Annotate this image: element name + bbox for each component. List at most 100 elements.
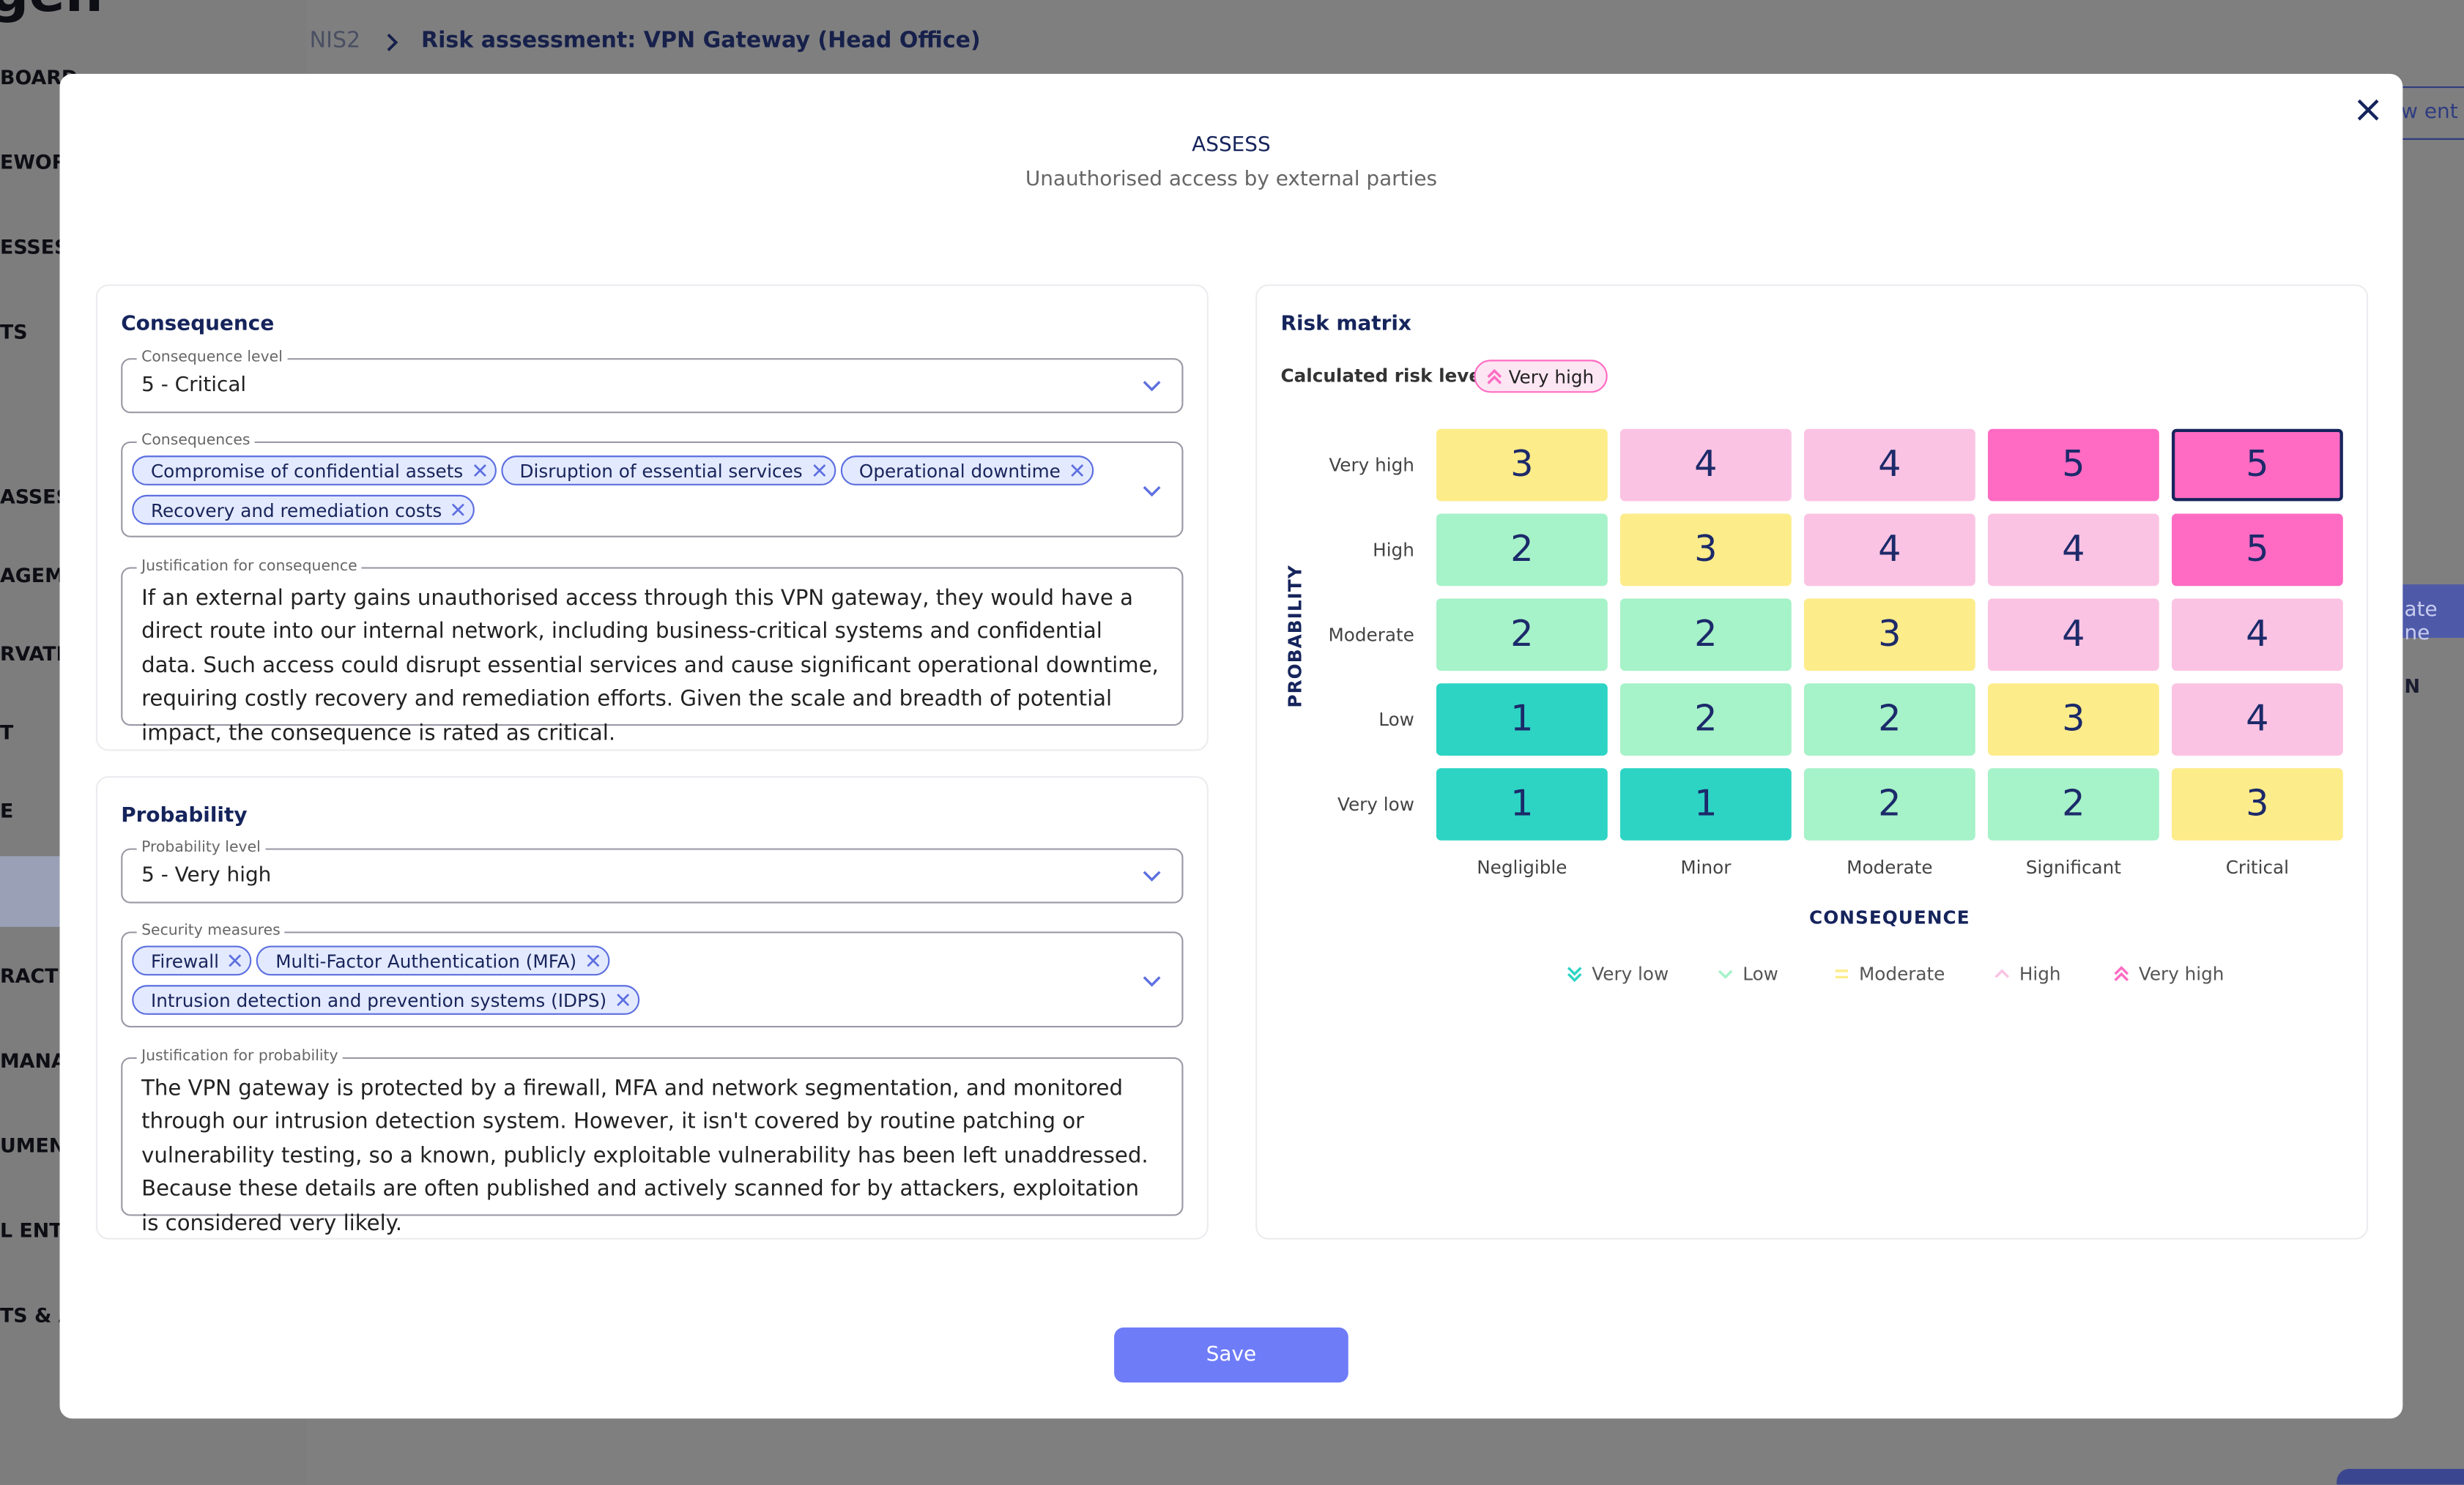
matrix-cell[interactable]: 5 — [2171, 513, 2343, 587]
legend-item: Very low — [1565, 963, 1669, 985]
matrix-cell[interactable]: 3 — [1619, 513, 1792, 587]
risk-level-text: Very high — [1508, 365, 1595, 387]
section-heading: Probability — [121, 804, 248, 828]
legend-label: Low — [1743, 963, 1778, 986]
matrix-cell[interactable]: 4 — [1803, 513, 1975, 587]
multi-select-field[interactable]: Security measures Firewall Multi-Factor Au… — [121, 922, 1184, 1028]
matrix-cell[interactable]: 3 — [1803, 598, 1975, 671]
breadcrumb-current: Risk assessment: VPN Gateway (Head Offic… — [420, 28, 981, 53]
chip[interactable]: Intrusion detection and prevention syste… — [132, 985, 640, 1015]
legend-item: High — [1992, 963, 2061, 986]
chip-label: Firewall — [150, 949, 220, 972]
chip[interactable]: Disruption of essential services — [500, 455, 836, 485]
legend-label: High — [2019, 963, 2061, 986]
matrix-cell[interactable]: 2 — [1803, 683, 1975, 756]
row-label: High — [1373, 538, 1414, 561]
chip-label: Intrusion detection and prevention syste… — [150, 989, 607, 1011]
select-field[interactable]: Consequence level 5 - Critical — [121, 349, 1184, 414]
field-label: Consequence level — [136, 349, 288, 368]
y-axis-title: PROBABILITY — [1283, 565, 1306, 708]
matrix-cell[interactable]: 2 — [1436, 513, 1608, 587]
matrix-cell[interactable]: 1 — [1436, 768, 1608, 841]
chip[interactable]: Compromise of confidential assets — [132, 455, 497, 485]
sidebar-item[interactable]: ESSES — [0, 234, 69, 258]
multi-select-field[interactable]: Consequences Compromise of confidential a… — [121, 431, 1184, 537]
chip-label: Compromise of confidential assets — [150, 459, 464, 482]
sidebar-item[interactable]: RVATI — [0, 641, 64, 666]
sidebar-item[interactable]: E — [0, 798, 14, 823]
field-label: Security measures — [136, 922, 286, 942]
legend-label: Very low — [1592, 963, 1669, 986]
sidebar-active-row — [0, 856, 60, 927]
matrix-cell[interactable]: 2 — [1619, 683, 1792, 756]
matrix-cell[interactable]: 3 — [2171, 768, 2343, 841]
matrix-cell[interactable]: 3 — [1987, 683, 2159, 756]
legend-icon — [1994, 969, 2010, 978]
matrix-cell[interactable]: 5 — [2171, 428, 2343, 502]
matrix-cell[interactable]: 4 — [1619, 428, 1792, 502]
field-text: If an external party gains unauthorised … — [141, 586, 1159, 746]
chip[interactable]: Recovery and remediation costs — [132, 494, 475, 525]
chip-remove — [1070, 464, 1083, 477]
chip-remove — [473, 464, 486, 477]
column-label: Critical — [2225, 856, 2290, 879]
field-label: Justification for consequence — [136, 557, 363, 577]
matrix-cell[interactable]: 4 — [2171, 598, 2343, 671]
sidebar-item[interactable]: L ENTI — [0, 1218, 70, 1242]
chip-list: Compromise of confidential assets Disrupt… — [132, 455, 1106, 525]
matrix-cell[interactable]: 1 — [1619, 768, 1792, 841]
section-heading: Risk matrix — [1280, 312, 1411, 337]
sidebar-item[interactable]: TS — [0, 319, 28, 343]
dropdown-chevron — [1143, 871, 1161, 882]
matrix-cell[interactable]: 4 — [1987, 598, 2159, 671]
row-label: Very low — [1337, 793, 1414, 816]
chip[interactable]: Operational downtime — [840, 455, 1094, 485]
legend-icon — [1567, 967, 1582, 983]
close-button[interactable] — [2356, 97, 2380, 122]
chip-remove — [812, 464, 825, 477]
row-label: Very high — [1329, 454, 1414, 477]
legend-item: Low — [1716, 963, 1778, 985]
chip[interactable]: Firewall — [132, 945, 253, 976]
sidebar-item[interactable]: MANA — [0, 1049, 67, 1073]
modal-title: ASSESS — [1192, 133, 1271, 157]
matrix-cell[interactable]: 4 — [1803, 428, 1975, 502]
chip-label: Disruption of essential services — [519, 459, 803, 482]
dropdown-chevron — [1143, 976, 1161, 987]
select-field[interactable]: Probability level 5 - Very high — [121, 838, 1184, 904]
x-axis-title: CONSEQUENCE — [1809, 906, 1970, 928]
matrix-cell[interactable]: 2 — [1436, 598, 1608, 671]
matrix-cell[interactable]: 3 — [1436, 428, 1608, 502]
sidebar-item[interactable]: T — [0, 720, 14, 744]
textarea-field[interactable]: Justification for probability The VPN gat… — [121, 1047, 1184, 1236]
textarea-field[interactable]: Justification for consequence If an exter… — [121, 557, 1184, 745]
background-fragment: N — [2404, 675, 2421, 698]
matrix-cell[interactable]: 1 — [1436, 683, 1608, 756]
probability-card: Probability Probability level 5 - Very hig… — [95, 775, 1209, 1240]
chip[interactable]: Multi-Factor Authentication (MFA) — [256, 945, 610, 976]
section-heading: Consequence — [121, 312, 275, 337]
save-button[interactable]: Save — [1114, 1327, 1348, 1382]
column-label: Negligible — [1477, 856, 1567, 879]
sidebar-item[interactable]: EWOR — [0, 149, 67, 174]
matrix-cell[interactable]: 2 — [1803, 768, 1975, 841]
matrix-cell[interactable]: 5 — [1987, 428, 2159, 502]
background-button — [2337, 1468, 2464, 1485]
matrix-cell[interactable]: 4 — [2171, 683, 2343, 756]
breadcrumb-separator — [387, 33, 398, 52]
chip-label: Operational downtime — [858, 459, 1061, 482]
matrix-cell[interactable]: 4 — [1987, 513, 2159, 587]
modal: ASSESS Unauthorised access by external p… — [59, 73, 2403, 1419]
row-label: Low — [1378, 708, 1414, 731]
breadcrumb-root[interactable]: NIS2 — [309, 28, 361, 53]
risk-matrix-card: Risk matrix Calculated risk level: Very hi… — [1255, 284, 2369, 1240]
legend-item: Moderate — [1833, 963, 1945, 985]
chip-remove — [452, 503, 465, 516]
matrix-cell[interactable]: 2 — [1619, 598, 1792, 671]
chip-label: Multi-Factor Authentication (MFA) — [275, 949, 577, 972]
matrix-cell[interactable]: 2 — [1987, 768, 2159, 841]
legend-item: Very high — [2112, 963, 2224, 985]
chip-label: Recovery and remediation costs — [150, 499, 442, 521]
column-label: Moderate — [1847, 856, 1933, 879]
